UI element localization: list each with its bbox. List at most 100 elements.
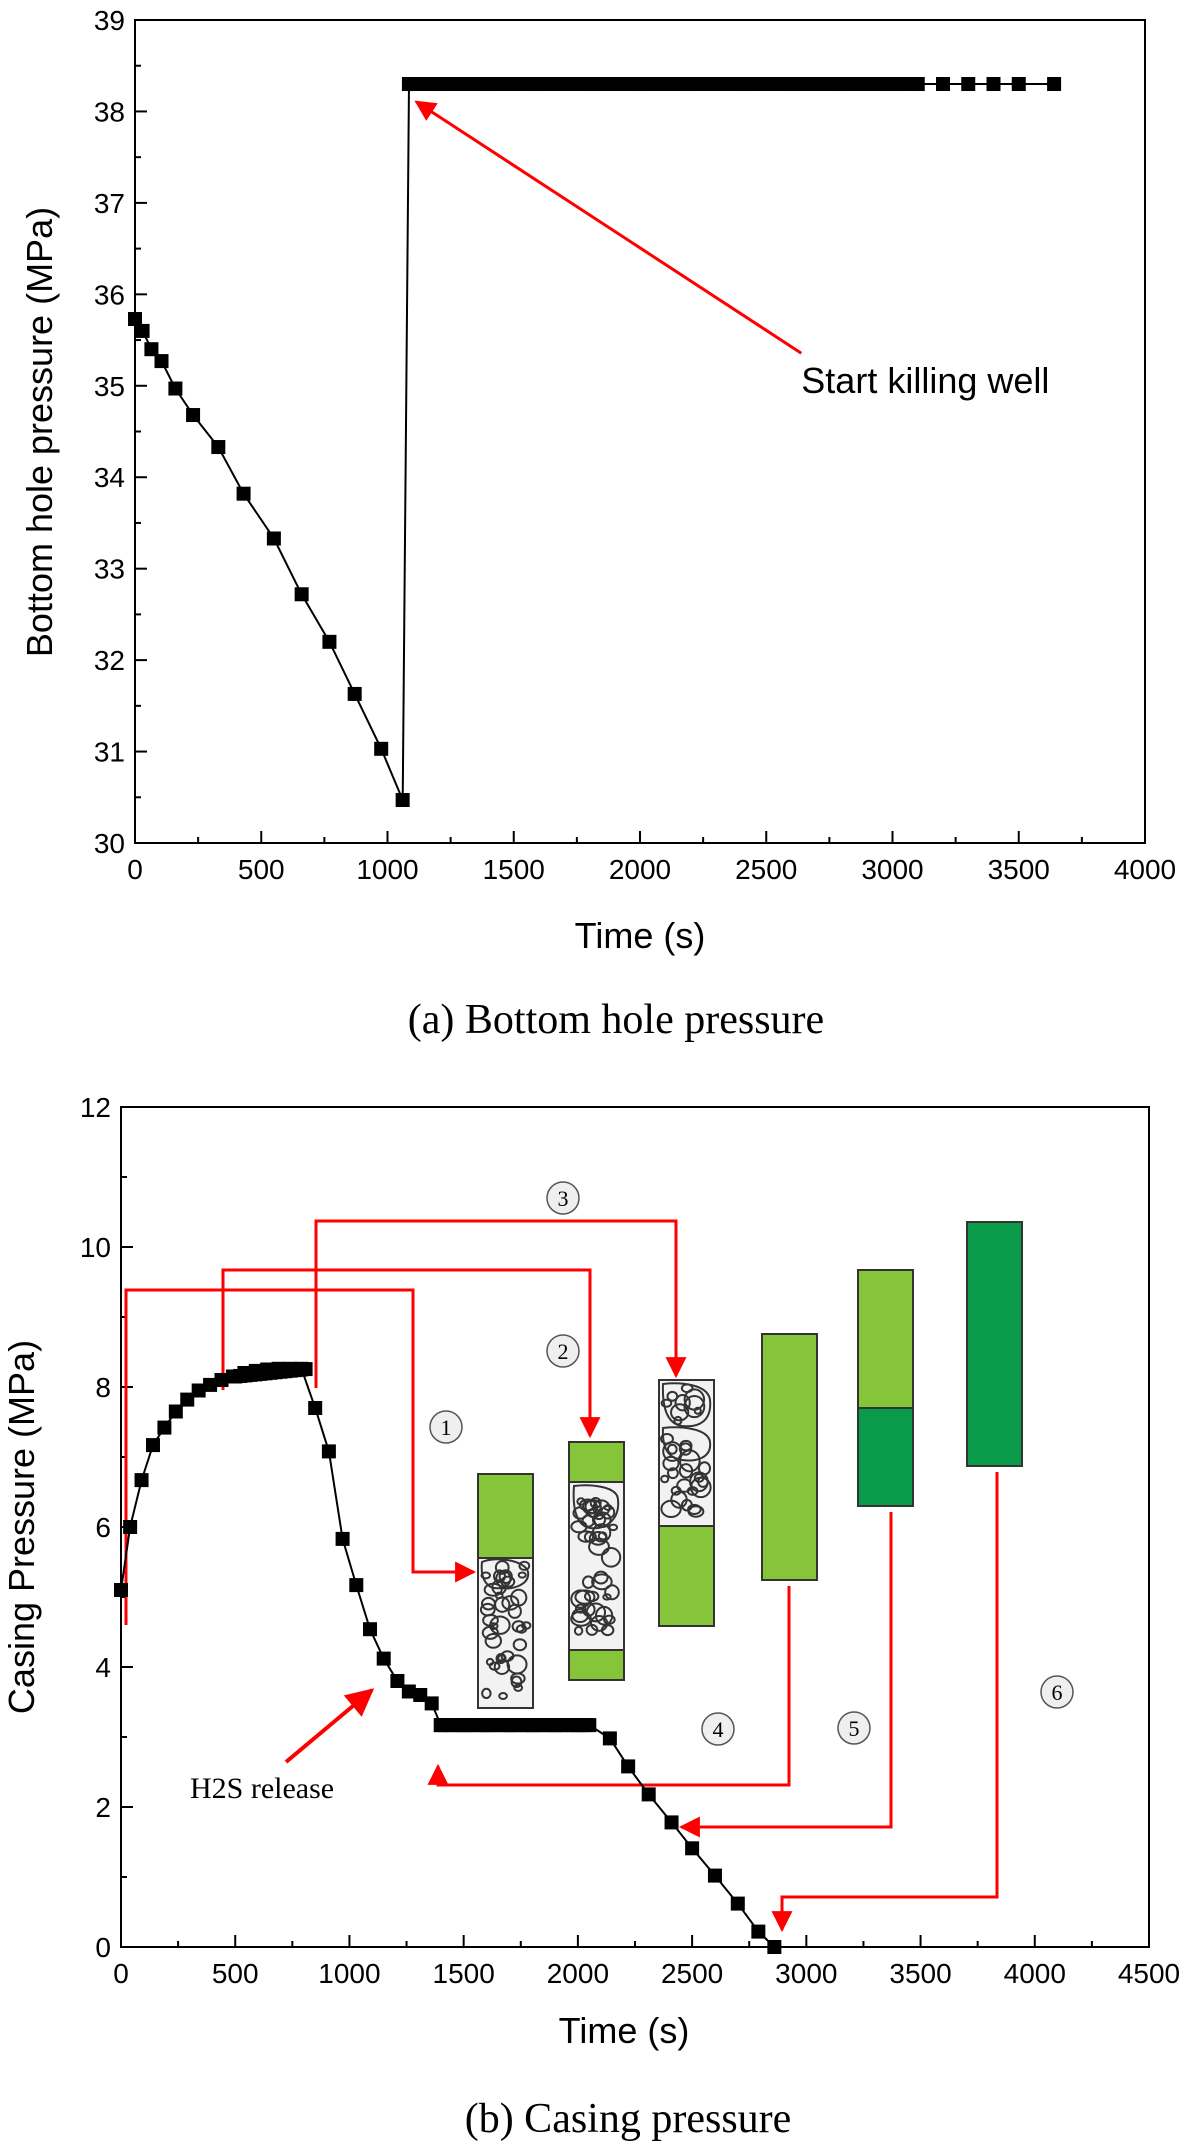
a-x-tick-label: 1500 [483, 854, 545, 885]
gas-bubble [493, 1659, 511, 1675]
gas-bubble [683, 1394, 706, 1419]
b-data-point [335, 1531, 350, 1546]
gas-bubble [687, 1503, 702, 1515]
gas-bubble [683, 1388, 706, 1411]
b-x-tick-label: 4500 [1118, 1958, 1180, 1989]
a-data-point [322, 634, 337, 649]
panel-b-x-axis-label: Time (s) [559, 2010, 690, 2051]
b-y-tick-label: 2 [95, 1792, 111, 1823]
b-data-point [203, 1377, 218, 1392]
gas-bubble [679, 1439, 693, 1452]
b-data-point [390, 1674, 405, 1688]
a-data-point [961, 77, 976, 92]
gas-bubble [603, 1614, 616, 1625]
start-killing-well-label: Start killing well [801, 360, 1049, 401]
stage-label-6: 6 [1040, 1675, 1074, 1709]
h2s-release-label: H2S release [190, 1772, 334, 1805]
b-data-point [123, 1520, 138, 1534]
b-data-point [602, 1731, 617, 1746]
a-x-tick-label: 0 [127, 854, 143, 885]
b-y-tick-label: 10 [80, 1232, 111, 1263]
b-data-point [751, 1924, 766, 1939]
gas-slug [572, 1484, 620, 1530]
stage-4-arrow [427, 1586, 791, 1787]
a-x-tick-label: 2500 [735, 854, 797, 885]
gas-bubble [517, 1571, 527, 1579]
stage-schematics [477, 1221, 1023, 1709]
a-y-tick-label: 31 [94, 737, 125, 768]
panel-b-annotation: H2S release [190, 1688, 375, 1805]
stage-label-2: 2 [546, 1334, 580, 1368]
b-data-point [321, 1444, 336, 1459]
a-y-tick-label: 30 [94, 828, 125, 859]
b-data-point [664, 1815, 679, 1830]
panel-a-series-markers [128, 77, 1062, 808]
b-x-tick-label: 3500 [889, 1958, 951, 1989]
gas-bubble [600, 1547, 622, 1568]
gas-bubble [511, 1620, 526, 1633]
a-y-tick-label: 34 [94, 462, 125, 493]
stage-1-column [477, 1473, 534, 1709]
gas-bubble [578, 1498, 597, 1512]
gas-bubble [679, 1449, 701, 1473]
b-x-tick-label: 500 [212, 1958, 259, 1989]
b-data-point [579, 1718, 594, 1733]
gas-bubble [571, 1608, 589, 1623]
b-y-tick-label: 12 [80, 1092, 111, 1123]
b-data-point [298, 1362, 313, 1377]
b-data-point [767, 1940, 782, 1954]
start-killing-well-arrow [414, 100, 803, 355]
a-data-point [266, 531, 281, 546]
stage-6-column [966, 1221, 1023, 1467]
gas-bubble [572, 1506, 588, 1520]
gas-bubble [493, 1569, 506, 1584]
gas-bubble [670, 1485, 682, 1496]
a-data-point [1011, 77, 1026, 92]
gas-bubble [660, 1398, 673, 1408]
b-data-point [730, 1896, 745, 1911]
a-x-tick-label: 3000 [861, 854, 923, 885]
gas-bubble [589, 1496, 602, 1509]
gas-bubble [483, 1582, 503, 1597]
panel-a-tick-labels: 0 500 1000 1500 2000 2500 3000 3500 4000 30 31 32 33… [94, 5, 1176, 885]
panel-a-bottom-hole-pressure: 0 500 1000 1500 2000 2500 3000 3500 4000 30 31 32 33… [19, 5, 1176, 1043]
gas-bubble [573, 1625, 584, 1636]
gas-slug [661, 1382, 712, 1428]
panel-a-x-axis-label: Time (s) [575, 915, 706, 956]
gas-bubble [485, 1657, 495, 1667]
gas-bubble [494, 1560, 510, 1575]
stage-2-arrow [221, 1268, 601, 1439]
svg-text:4: 4 [713, 1717, 724, 1742]
a-x-tick-label: 2000 [609, 854, 671, 885]
gas-bubble [660, 1499, 682, 1519]
b-data-point [685, 1841, 700, 1856]
gas-bubble [670, 1490, 688, 1509]
svg-text:5: 5 [849, 1716, 860, 1741]
b-data-point [376, 1651, 391, 1666]
b-data-point [308, 1401, 323, 1415]
stage-3-column [658, 1379, 715, 1627]
gas-bubble [480, 1596, 496, 1611]
a-y-tick-label: 37 [94, 188, 125, 219]
gas-bubble [512, 1638, 528, 1652]
gas-bubble [585, 1623, 599, 1636]
gas-bubble [689, 1471, 709, 1493]
b-data-point [707, 1868, 722, 1883]
b-data-point [191, 1383, 206, 1398]
stage-number-labels: 1 2 3 4 5 6 [429, 1181, 1074, 1746]
stage-4-column [761, 1333, 818, 1581]
panel-b-tick-labels: 0 500 1000 1500 2000 2500 3000 3500 4000 4500 0 2 4 6… [80, 1092, 1180, 1989]
b-data-point [180, 1392, 195, 1407]
panel-a-caption: (a) Bottom hole pressure [408, 997, 824, 1043]
b-data-point [168, 1404, 183, 1419]
a-data-point [135, 323, 150, 338]
gas-bubble [576, 1497, 586, 1506]
gas-slug [480, 1558, 530, 1590]
a-data-point [154, 354, 169, 369]
a-data-point [374, 741, 389, 756]
a-data-point [1047, 77, 1062, 92]
gas-bubble [670, 1403, 690, 1422]
gas-bubble [510, 1672, 526, 1685]
b-data-point [157, 1420, 172, 1435]
